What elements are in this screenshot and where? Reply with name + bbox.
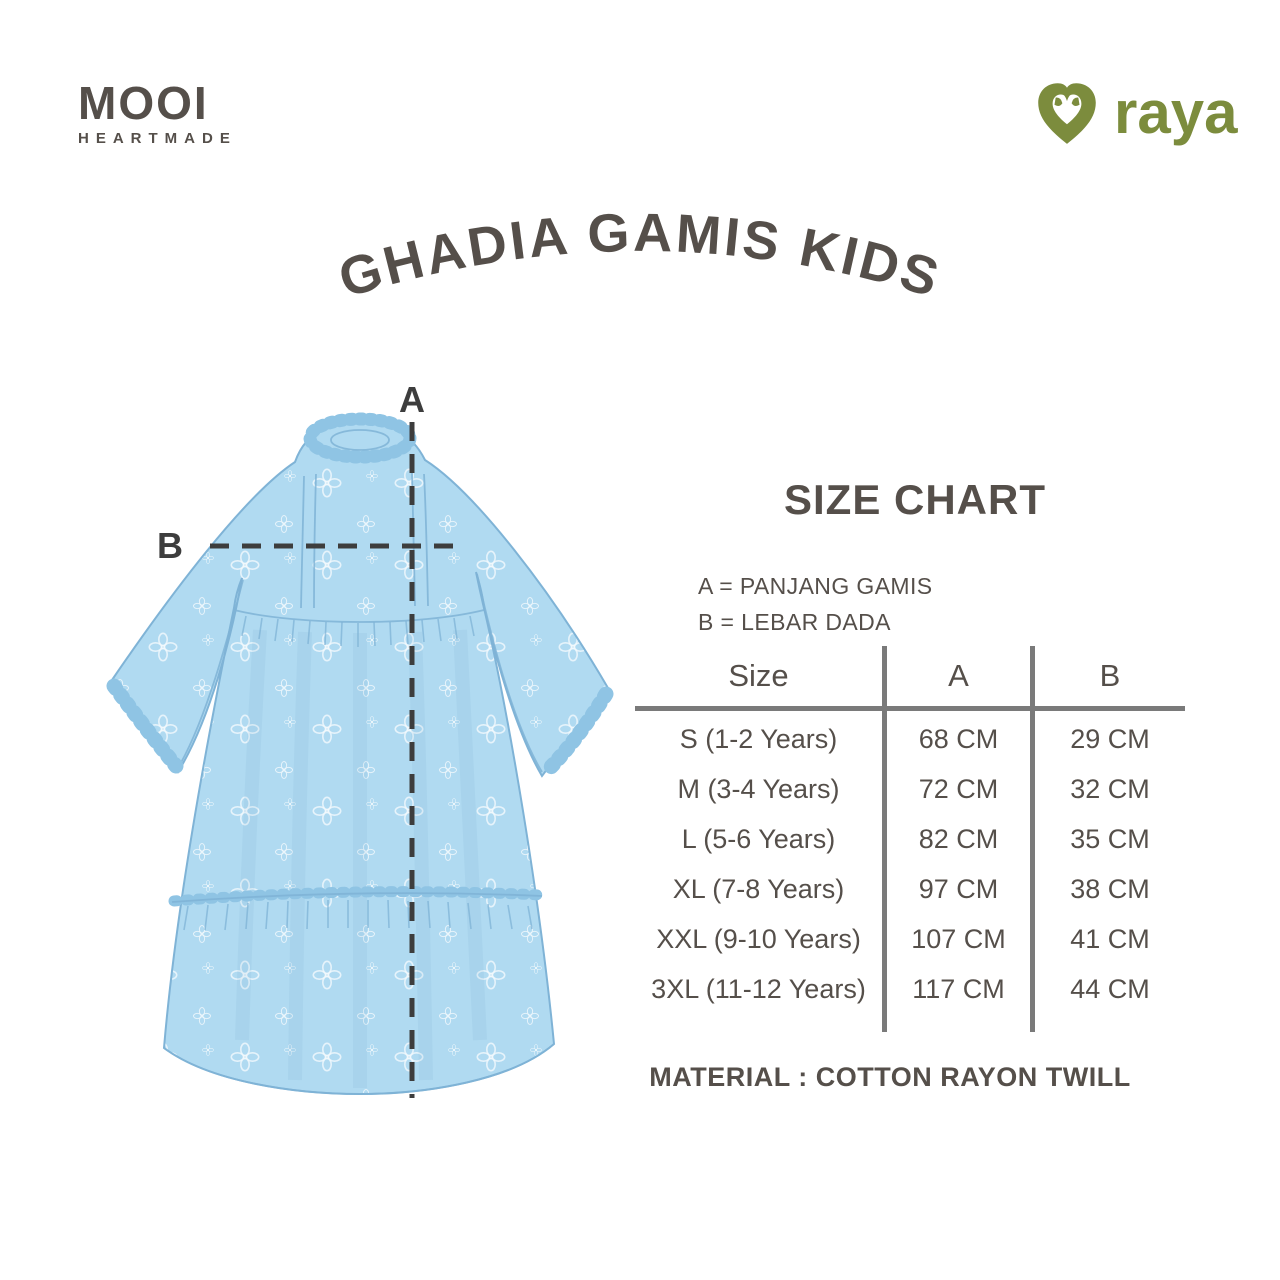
b-cell: 32 CM [1070, 773, 1150, 804]
partner-name: raya [1114, 79, 1238, 146]
a-cell: 97 CM [918, 873, 999, 904]
size-chart-heading: SIZE CHART [784, 476, 1046, 523]
heart-swirl-icon [1038, 83, 1096, 144]
sleeve-seam-right [476, 573, 543, 773]
table-row: S (1-2 Years) 68 CM 29 CM [635, 714, 1185, 764]
measure-label-b: B [157, 525, 183, 566]
table-row: M (3-4 Years) 72 CM 32 CM [635, 764, 1185, 814]
table-row: L (5-6 Years) 82 CM 35 CM [635, 814, 1185, 864]
partner-logo: raya [1030, 76, 1237, 150]
b-cell: 41 CM [1070, 923, 1150, 954]
size-cell: S (1-2 Years) [679, 723, 838, 754]
col-header-b: B [1099, 658, 1121, 693]
cuff-ruffle-left [106, 678, 184, 774]
size-chart-legend: A = PANJANG GAMIS B = LEBAR DADA [698, 568, 933, 640]
table-row: 3XL (11-12 Years) 117 CM 44 CM [635, 964, 1185, 1014]
tier-gathers [183, 899, 533, 931]
col-header-size: Size [728, 658, 789, 693]
b-cell: 44 CM [1070, 973, 1150, 1004]
a-cell: 107 CM [911, 923, 1006, 954]
dress-illustration: A B [106, 380, 614, 1098]
collar-base [310, 419, 410, 457]
a-cell: 72 CM [918, 773, 999, 804]
brand-logo: MOOI HEARTMADE [78, 80, 237, 147]
table-row: XXL (9-10 Years) 107 CM 41 CM [635, 914, 1185, 964]
col-header-a: A [948, 658, 969, 693]
hem-edge [163, 1043, 555, 1095]
table-divider-horizontal [635, 706, 1185, 711]
a-cell: 82 CM [918, 823, 999, 854]
a-cell: 68 CM [918, 723, 999, 754]
bodice-pintucks [300, 471, 429, 609]
measure-label-a: A [399, 380, 425, 420]
size-table: Size A B S (1-2 Years) 68 CM 29 CM M (3-4 Y… [635, 646, 1185, 1032]
size-table-rows: S (1-2 Years) 68 CM 29 CM M (3-4 Years) 72 C… [635, 714, 1185, 1014]
neckline [330, 429, 390, 451]
material-note: MATERIAL : COTTON RAYON TWILL [649, 1062, 1131, 1092]
empire-seam [233, 609, 485, 623]
b-cell: 29 CM [1070, 723, 1150, 754]
table-divider-vertical-2 [1030, 646, 1035, 1032]
legend-a: A = PANJANG GAMIS [698, 573, 933, 599]
b-cell: 35 CM [1070, 823, 1150, 854]
size-cell: 3XL (11-12 Years) [651, 973, 866, 1004]
skirt-folds [235, 629, 487, 1088]
empire-gathers [241, 615, 475, 647]
legend-b: B = LEBAR DADA [698, 609, 891, 635]
table-row: XL (7-8 Years) 97 CM 38 CM [635, 864, 1185, 914]
size-cell: XL (7-8 Years) [672, 873, 845, 904]
brand-name: MOOI [78, 77, 209, 129]
sleeve-seam-left [177, 579, 244, 769]
tier-seam [171, 892, 543, 903]
b-cell: 38 CM [1070, 873, 1150, 904]
table-divider-vertical-1 [882, 646, 887, 1032]
size-cell: L (5-6 Years) [681, 823, 836, 854]
size-table-header: Size A B [635, 646, 1185, 706]
size-cell: M (3-4 Years) [677, 773, 840, 804]
brand-tagline: HEARTMADE [78, 130, 237, 147]
tier-ruffle [168, 886, 546, 907]
svg-text:GHADIA GAMIS KIDS: GHADIA GAMIS KIDS [332, 203, 948, 310]
cuff-ruffle-right [538, 686, 614, 780]
product-title: GHADIA GAMIS KIDS [332, 203, 945, 310]
product-title-arc: GHADIA GAMIS KIDS [332, 203, 948, 310]
a-cell: 117 CM [912, 973, 1005, 1004]
size-cell: XXL (9-10 Years) [656, 923, 861, 954]
